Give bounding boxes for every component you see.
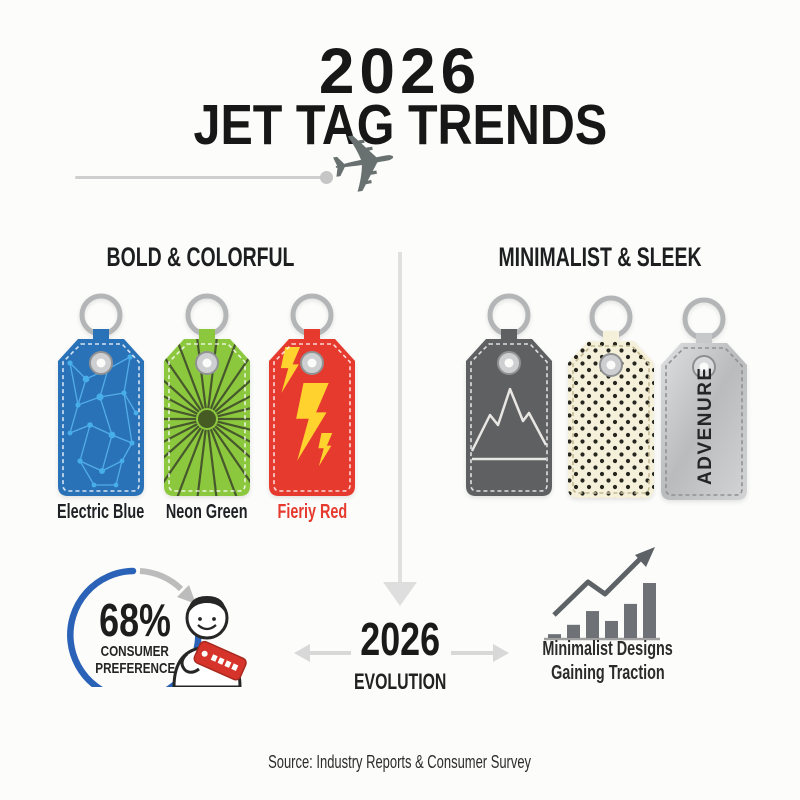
grommet-icon — [599, 353, 623, 377]
trend-caption-line2: Gaining Traction — [550, 662, 665, 684]
stitching — [62, 343, 140, 492]
keyring-icon — [185, 293, 229, 337]
trend-bar-chart — [544, 547, 660, 641]
tag-body — [661, 343, 747, 500]
adventure-text: ADVENURE — [695, 366, 716, 485]
title-year-text: 2026 — [318, 35, 482, 107]
down-arrow-shaft — [398, 252, 402, 584]
grommet-icon — [89, 351, 113, 375]
lightning-bolts-pattern — [280, 347, 333, 467]
tag-silver-adventure: ADVENURE — [661, 297, 747, 500]
tag-label-neon-green: Neon Green — [166, 501, 248, 523]
tag-fieriy-red — [269, 293, 355, 496]
left-arrow-icon — [294, 644, 310, 662]
down-arrow-icon — [383, 582, 417, 606]
trend-arrow-icon — [552, 547, 655, 617]
consumer-person-icon — [172, 596, 247, 687]
tag-body — [58, 339, 144, 496]
title-year: 2026 — [0, 34, 800, 108]
mountain-icon — [470, 387, 548, 461]
source-note: Source: Industry Reports & Consumer Surv… — [268, 752, 532, 772]
stitching — [273, 343, 351, 492]
lightning-icon — [280, 347, 301, 393]
trend-caption-line1: Minimalist Designs — [542, 638, 673, 660]
tag-label-fieriy-red: Fieriy Red — [277, 501, 347, 523]
consumer-preference-stat: 68% CONSUMER PREFERENCE — [55, 597, 215, 678]
section-heading-bold-colorful: BOLD & COLORFUL — [106, 242, 294, 272]
lightning-icon — [296, 383, 329, 461]
grommet-icon — [692, 355, 716, 379]
tag-gray-mountain — [466, 293, 552, 496]
tag-cream-polka — [568, 295, 654, 498]
grommet-icon — [195, 351, 219, 375]
circuit-network-pattern — [67, 354, 139, 488]
consumer-preference-graphic — [67, 567, 247, 687]
stitching — [168, 343, 246, 492]
right-arrow-shaft — [451, 651, 493, 655]
stitching — [572, 345, 650, 494]
left-arrow-shaft — [309, 651, 351, 655]
sunburst-center — [198, 410, 216, 428]
keyring-icon — [79, 293, 123, 337]
tag-body — [466, 339, 552, 496]
evolution-block: 2026 EVOLUTION — [318, 616, 482, 695]
tag-label-electric-blue: Electric Blue — [57, 501, 145, 523]
stat-line1: CONSUMER — [100, 643, 170, 660]
right-arrow-icon — [493, 644, 509, 662]
stitching — [470, 343, 548, 492]
evolution-label: EVOLUTION — [353, 669, 447, 694]
grommet-icon — [300, 351, 324, 375]
stat-line2: PREFERENCE — [95, 660, 175, 678]
curved-arrow-icon — [139, 568, 196, 604]
plane-trail-line — [75, 176, 323, 179]
keyring-icon — [290, 293, 334, 337]
keyring-icon — [589, 295, 633, 339]
trend-bars — [548, 583, 656, 638]
keyring-icon — [487, 293, 531, 337]
sunburst-pattern — [164, 339, 250, 496]
handheld-tag-icon — [193, 640, 247, 681]
tag-electric-blue — [58, 293, 144, 496]
page-title-text: JET TAG TRENDS — [193, 93, 607, 157]
tag-neon-green — [164, 293, 250, 496]
grommet-icon — [497, 351, 521, 375]
stitching — [665, 347, 743, 496]
lightning-icon — [318, 433, 333, 467]
plane-trail-dot — [320, 171, 333, 184]
evolution-year: 2026 — [360, 613, 440, 665]
airplane-icon: ✈ — [322, 111, 407, 218]
stat-value: 68% — [99, 594, 171, 646]
page-title: JET TAG TRENDS — [0, 92, 800, 158]
section-heading-minimalist-sleek: MINIMALIST & SLEEK — [498, 242, 702, 272]
trend-caption: Minimalist Designs Gaining Traction — [515, 637, 700, 685]
keyring-icon — [682, 297, 726, 341]
